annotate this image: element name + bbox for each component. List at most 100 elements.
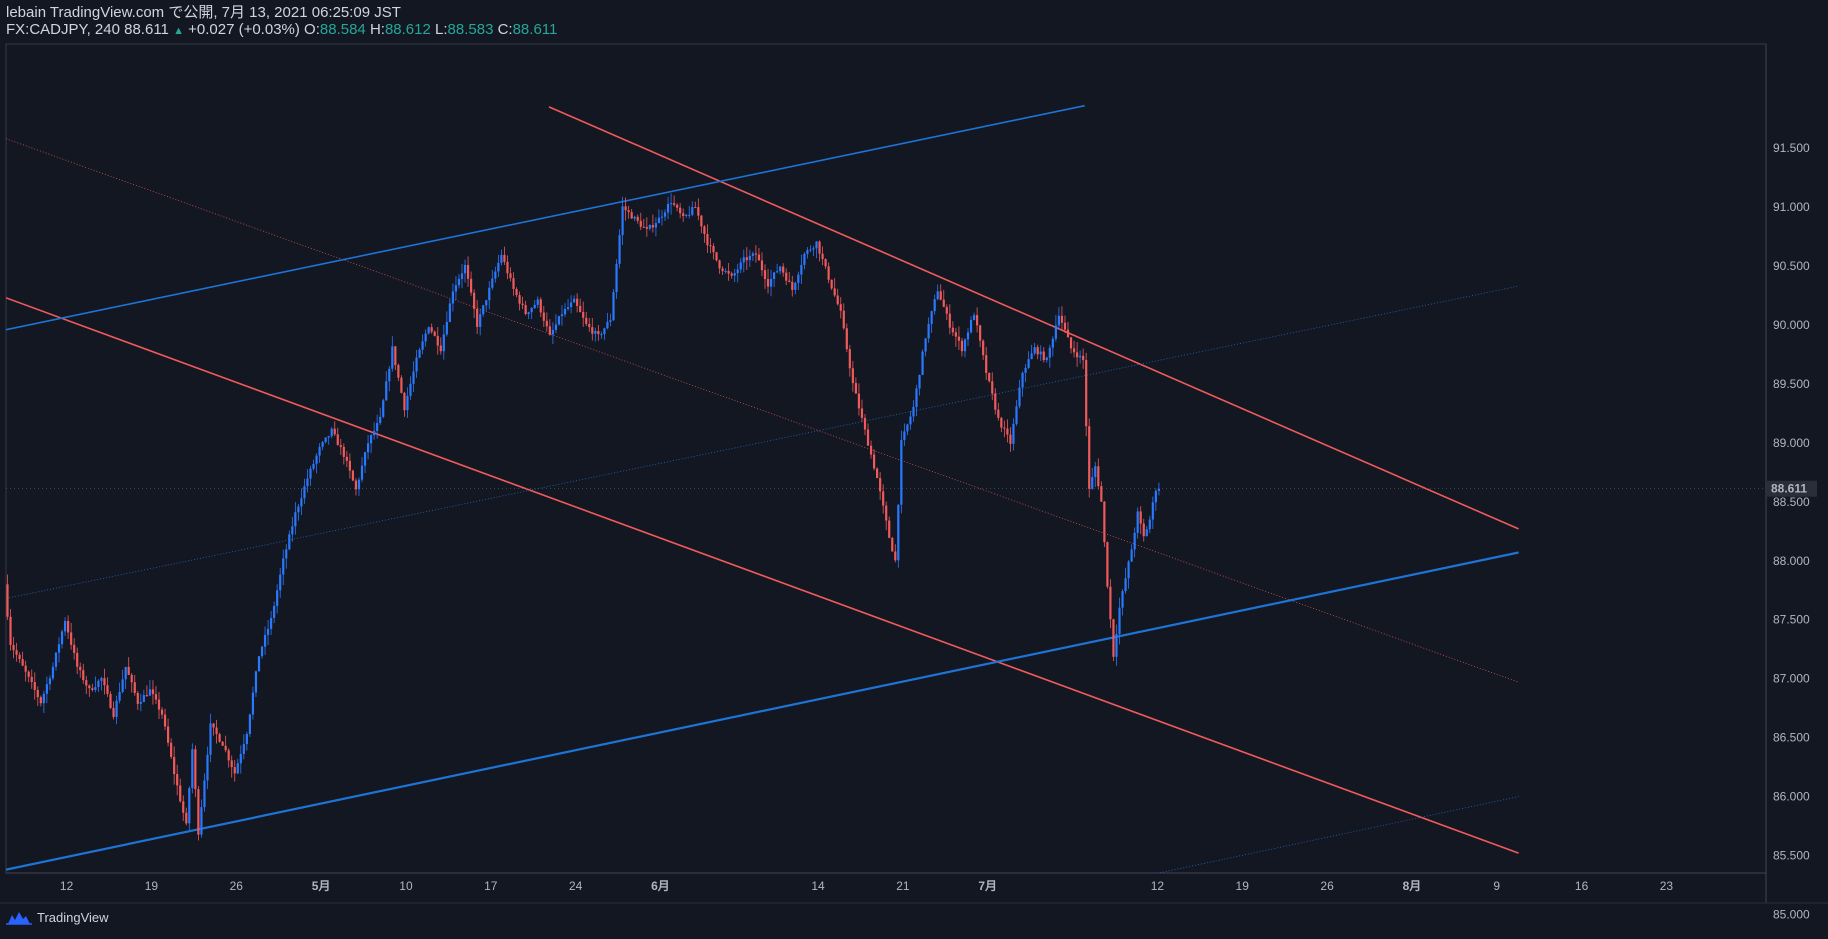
- candle-up: [654, 223, 658, 228]
- candle-up: [239, 753, 242, 764]
- candle-up: [300, 498, 303, 507]
- candle-down: [576, 298, 579, 306]
- candle-up: [733, 273, 736, 276]
- candle-up: [45, 684, 48, 694]
- candle-down: [103, 678, 106, 686]
- candle-down: [1142, 523, 1145, 537]
- candle-down: [106, 685, 109, 694]
- candle-up: [418, 349, 421, 358]
- candle-up: [1054, 325, 1057, 339]
- candle-down: [400, 377, 403, 393]
- candle-up: [200, 807, 203, 835]
- candle-down: [982, 340, 985, 356]
- candle-down: [133, 682, 136, 694]
- candle-up: [482, 305, 485, 315]
- candle-up: [1133, 532, 1136, 550]
- candle-up: [573, 298, 576, 303]
- candle-up: [806, 250, 809, 254]
- candle-down: [579, 305, 582, 313]
- candle-down: [839, 304, 842, 311]
- candle-up: [927, 323, 930, 339]
- candle-up: [51, 666, 55, 679]
- candle-down: [166, 726, 170, 743]
- candle-up: [812, 248, 815, 250]
- candle-down: [27, 671, 30, 677]
- candle-up: [370, 435, 373, 444]
- candle-down: [185, 812, 188, 824]
- candle-up: [373, 431, 376, 436]
- candle-down: [430, 327, 433, 332]
- candle-down: [145, 695, 148, 697]
- candle-up: [618, 235, 621, 264]
- candle-up: [442, 334, 445, 352]
- candle-down: [651, 225, 654, 228]
- change-value: +0.027 (+0.03%): [188, 21, 300, 38]
- candle-up: [918, 374, 921, 389]
- candle-up: [924, 338, 927, 352]
- y-tick-label: 85.000: [1773, 907, 1810, 921]
- candle-up: [497, 262, 500, 272]
- candle-up: [809, 249, 812, 251]
- candle-up: [933, 299, 936, 312]
- candle-down: [221, 741, 224, 746]
- candle-down: [845, 328, 848, 350]
- candle-down: [636, 216, 639, 221]
- candle-down: [1109, 586, 1112, 620]
- candle-down: [597, 330, 600, 335]
- candle-up: [188, 788, 191, 824]
- y-tick-label: 91.500: [1773, 141, 1810, 155]
- candle-down: [1063, 322, 1067, 330]
- candle-up: [739, 262, 742, 270]
- candle-down: [351, 470, 355, 481]
- candle-up: [530, 307, 533, 313]
- candle-down: [976, 315, 979, 326]
- candle-up: [527, 312, 530, 315]
- candle-down: [397, 365, 400, 378]
- candle-down: [1088, 426, 1091, 489]
- candle-down: [988, 372, 991, 382]
- candle-down: [833, 288, 836, 296]
- candle-down: [1097, 466, 1100, 487]
- candle-down: [339, 445, 342, 447]
- candle-down: [1003, 427, 1006, 429]
- candle-up: [906, 424, 909, 432]
- candle-down: [863, 417, 867, 430]
- candle-down: [766, 279, 770, 287]
- x-tick-label: 26: [1320, 879, 1334, 893]
- candle-down: [979, 325, 982, 341]
- candle-down: [197, 789, 200, 835]
- candle-up: [1048, 347, 1051, 358]
- candle-down: [639, 220, 642, 227]
- candle-down: [642, 226, 645, 228]
- y-tick-label: 86.500: [1773, 731, 1810, 745]
- low-value: 88.583: [447, 21, 494, 38]
- candle-up: [285, 549, 288, 559]
- candle-down: [82, 670, 85, 681]
- candle-up: [742, 257, 745, 263]
- candle-up: [242, 744, 245, 754]
- candle-up: [685, 214, 688, 216]
- candle-down: [712, 246, 715, 253]
- candle-down: [130, 674, 133, 683]
- candle-down: [836, 295, 839, 305]
- candle-up: [97, 680, 100, 688]
- candle-up: [118, 691, 121, 701]
- candle-up: [551, 330, 554, 335]
- candle-down: [1069, 337, 1073, 349]
- candle-up: [327, 436, 330, 438]
- candle-down: [548, 326, 551, 335]
- candle-up: [57, 644, 61, 653]
- candle-down: [718, 260, 721, 269]
- plot-content: [6, 104, 1766, 873]
- footer-brand[interactable]: TradingView: [6, 910, 109, 925]
- candle-up: [663, 212, 667, 217]
- candle-down: [1112, 619, 1115, 657]
- candle-down: [333, 428, 336, 435]
- candle-down: [866, 429, 870, 446]
- candle-down: [85, 680, 88, 686]
- candle-up: [1033, 347, 1036, 354]
- candle-up: [385, 381, 388, 401]
- candle-up: [903, 431, 906, 441]
- candle-up: [560, 314, 564, 317]
